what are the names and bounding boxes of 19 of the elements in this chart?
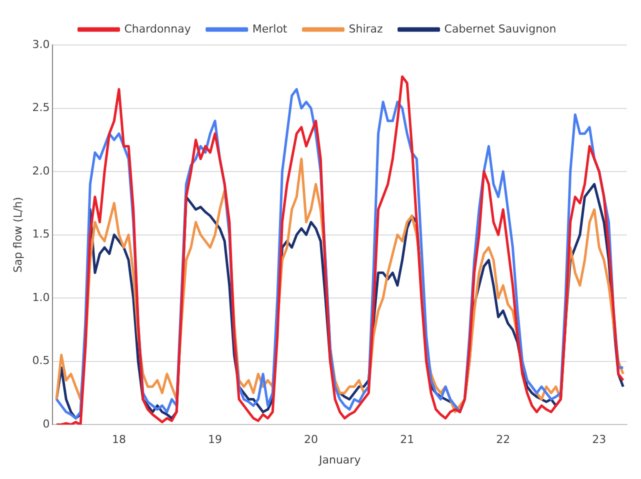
y-tick-label: 3.0	[32, 38, 50, 51]
legend-label: Merlot	[252, 22, 288, 36]
x-tick-label: 18	[112, 433, 126, 446]
y-tick-label: 0.5	[32, 354, 50, 368]
x-tick-label: 22	[496, 433, 510, 446]
legend-label: Cabernet Sauvignon	[444, 22, 556, 36]
x-tick-label: 21	[400, 433, 414, 446]
x-tick-label: 20	[304, 433, 318, 446]
y-axis-title: Sap flow (L/h)	[11, 196, 24, 273]
y-tick-label: 0	[42, 417, 50, 430]
legend-label: Shiraz	[348, 22, 384, 36]
y-tick-label: 1.5	[32, 228, 50, 241]
x-tick-label: 19	[208, 433, 222, 446]
x-tick-label: 23	[592, 433, 606, 446]
y-tick-label: 2.0	[32, 164, 50, 178]
y-tick-label: 2.5	[32, 101, 50, 114]
y-tick-label: 1.0	[32, 290, 50, 304]
x-axis-title: January	[318, 453, 362, 466]
legend-label: Chardonnay	[124, 22, 192, 36]
